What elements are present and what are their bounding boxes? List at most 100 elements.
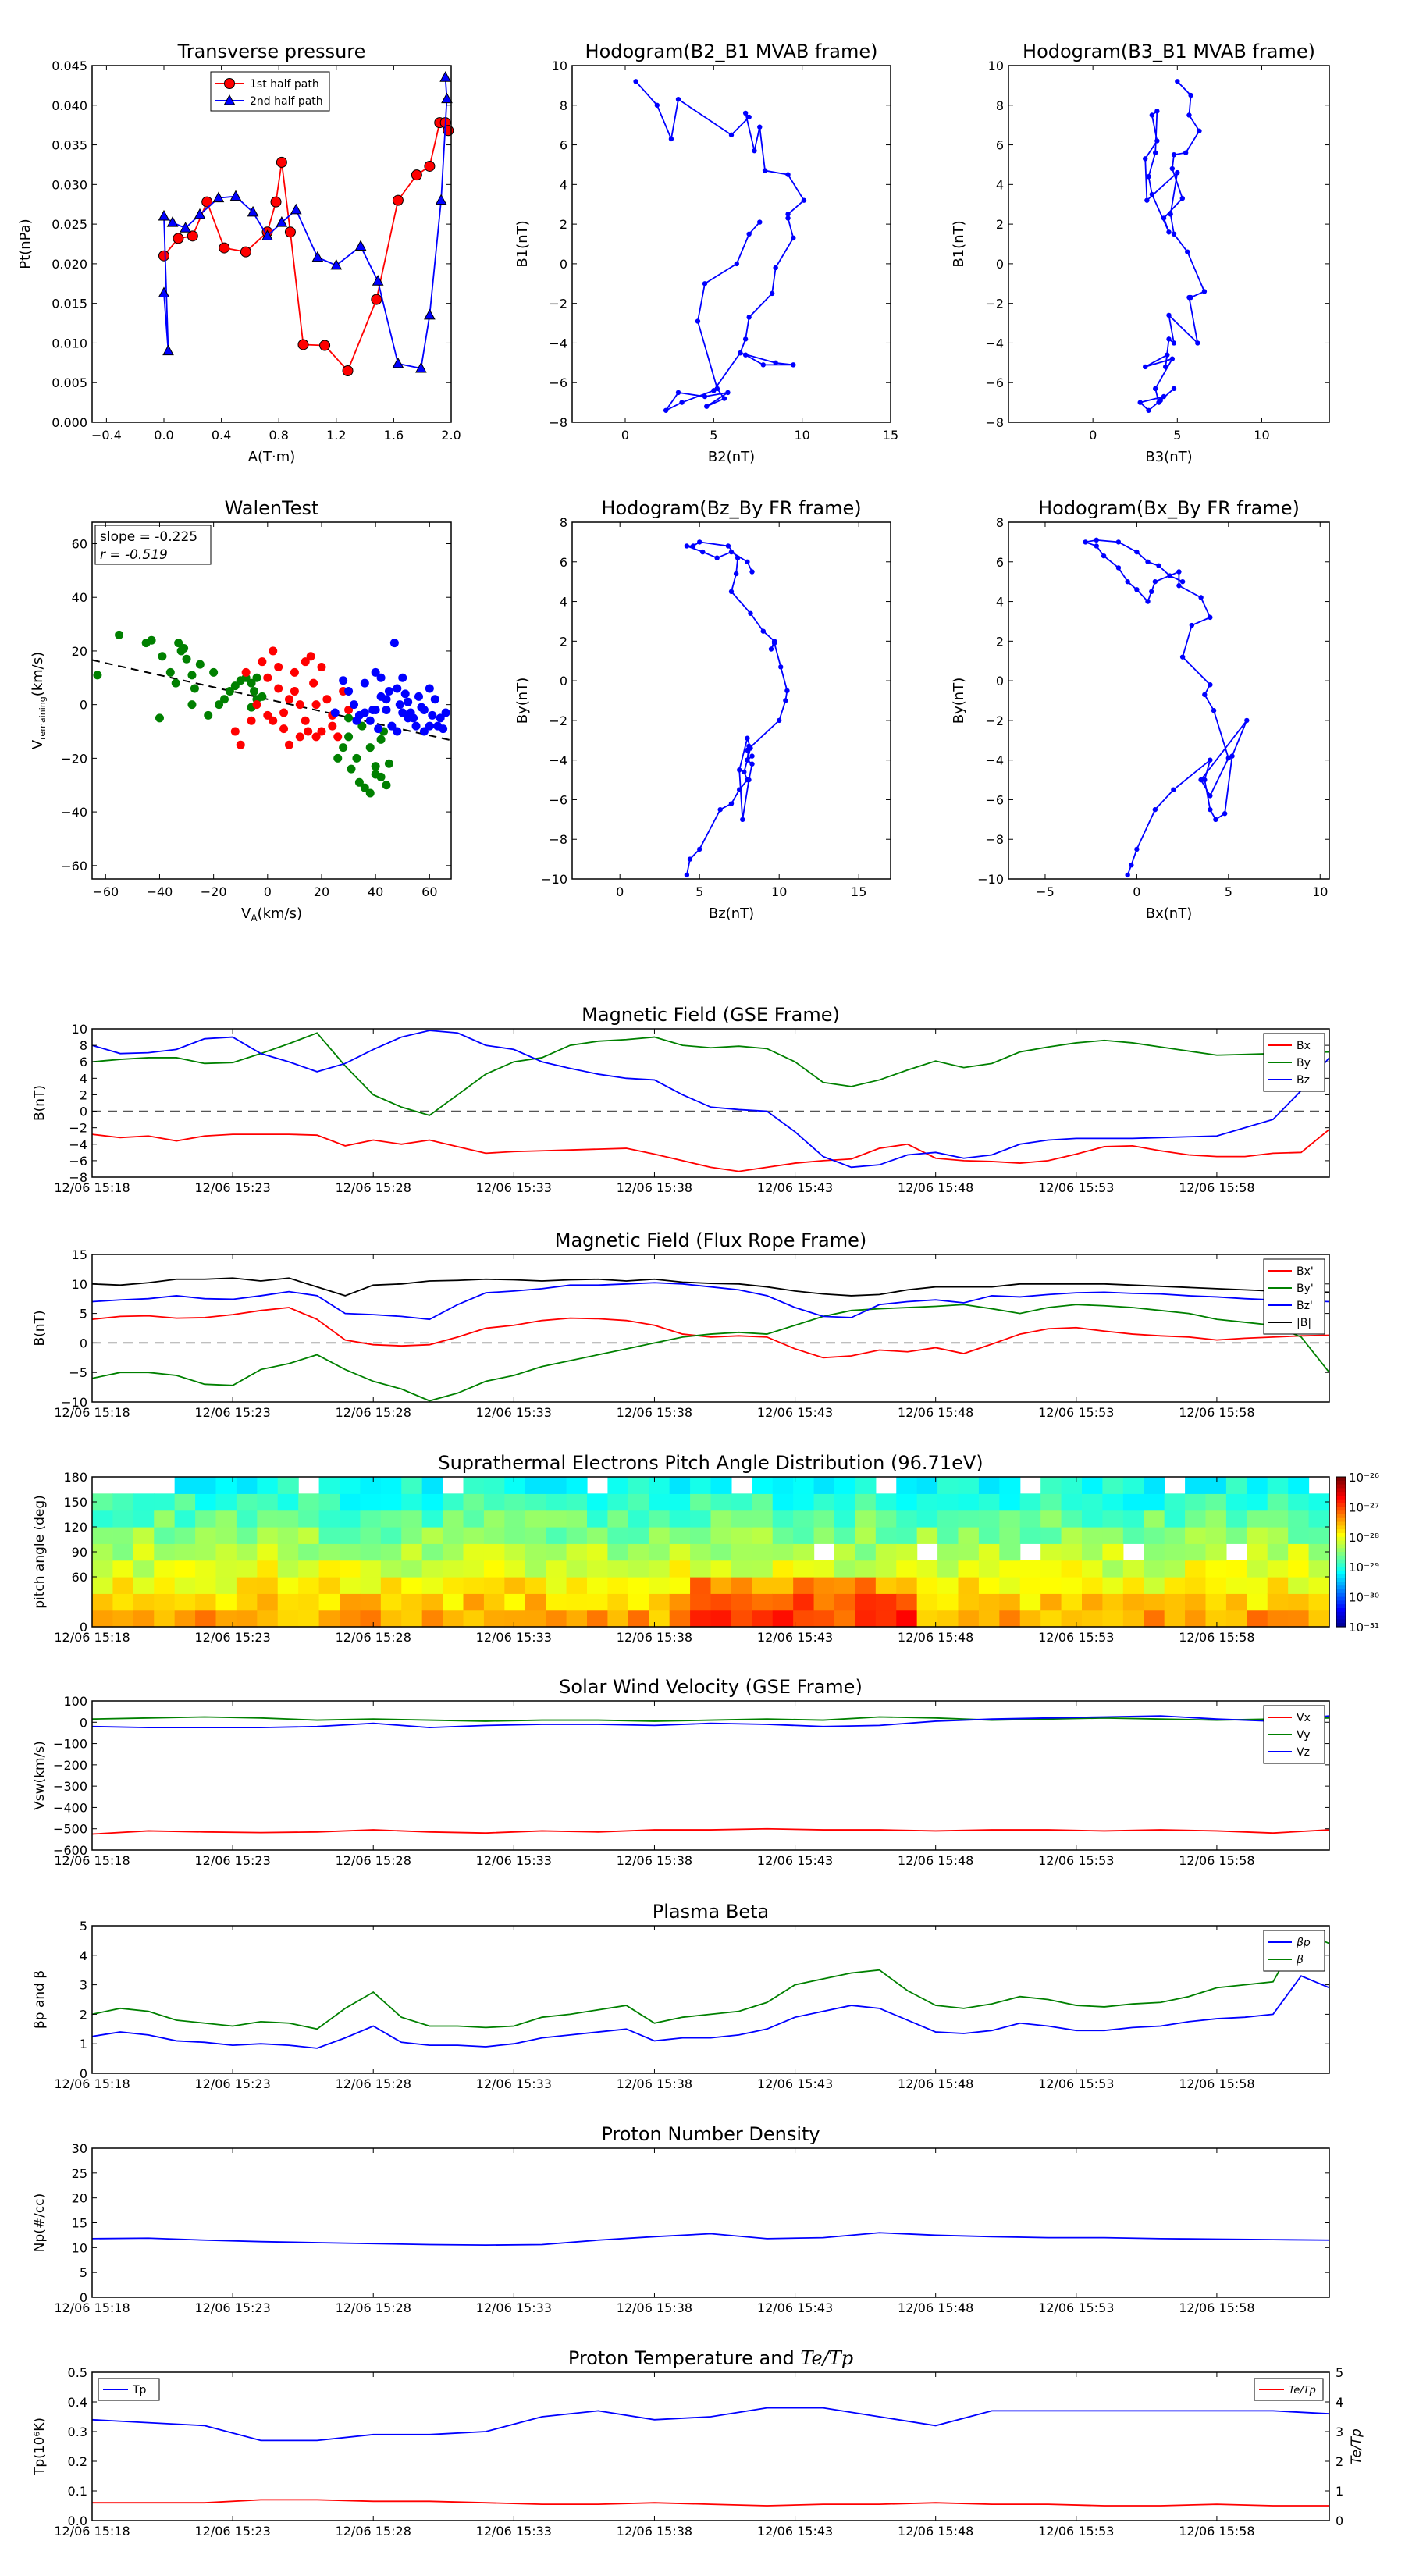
- data-point: [439, 71, 451, 82]
- y-tick-label: −6: [69, 1154, 87, 1169]
- colorbar-step: [1336, 1503, 1346, 1507]
- data-point: [737, 787, 742, 792]
- colorbar-step: [1336, 1623, 1346, 1628]
- legend: 1st half path 2nd half path: [210, 71, 330, 112]
- data-point: [365, 743, 375, 753]
- heatmap-cell: [195, 1527, 217, 1544]
- y-tick-label: −2: [985, 297, 1004, 311]
- colorbar-step: [1336, 1578, 1346, 1582]
- x-tick-label: 12/06 15:18: [54, 2524, 130, 2539]
- data-point: [252, 673, 261, 682]
- data-point: [339, 676, 348, 685]
- heatmap-cell: [937, 1577, 959, 1594]
- heatmap-cell: [896, 1577, 918, 1594]
- heatmap-cell: [257, 1543, 279, 1561]
- y-tick-label: 4: [80, 1071, 87, 1086]
- heatmap-cell: [834, 1560, 856, 1578]
- heatmap-cell: [772, 1527, 794, 1544]
- data-point: [344, 706, 354, 715]
- data-point: [319, 340, 331, 351]
- heatmap-cell: [1102, 1527, 1124, 1544]
- chart-title: Hodogram(Bz_By FR frame): [601, 497, 861, 519]
- heatmap-cell: [937, 1527, 959, 1544]
- heatmap-cell: [834, 1610, 856, 1628]
- data-point: [1143, 156, 1148, 162]
- heatmap-cell: [896, 1493, 918, 1511]
- data-point: [215, 700, 224, 710]
- data-point: [1186, 112, 1192, 118]
- heatmap-cell: [422, 1477, 443, 1494]
- legend-label: Tp: [132, 2384, 147, 2396]
- heatmap-cell: [360, 1610, 382, 1628]
- y-tick-label: −8: [549, 415, 567, 430]
- heatmap-cell: [401, 1527, 423, 1544]
- data-point: [187, 671, 197, 680]
- data-point: [1225, 755, 1232, 761]
- heatmap-cell: [1082, 1527, 1104, 1544]
- data-point: [419, 727, 429, 736]
- heatmap-cell: [298, 1493, 320, 1511]
- heatmap-cell: [401, 1593, 423, 1611]
- data-point: [425, 721, 434, 731]
- heatmap-cell: [999, 1560, 1021, 1578]
- x-tick-label: 12/06 15:43: [757, 1180, 833, 1195]
- heatmap-cell: [1288, 1593, 1310, 1611]
- heatmap-cell: [875, 1527, 897, 1544]
- legend-label: Bx': [1297, 1265, 1314, 1278]
- heatmap-cell: [669, 1560, 691, 1578]
- legend-label: β: [1296, 1954, 1304, 1966]
- data-point: [1176, 569, 1182, 575]
- series-line-p: [91, 1975, 1330, 2049]
- heatmap-cell: [1308, 1493, 1330, 1511]
- heatmap-cell: [1144, 1527, 1165, 1544]
- heatmap-cell: [422, 1493, 443, 1511]
- heatmap-cell: [1122, 1577, 1144, 1594]
- heatmap-cell: [937, 1560, 959, 1578]
- data-point: [773, 265, 778, 271]
- heatmap-cell: [154, 1527, 176, 1544]
- heatmap-cell: [483, 1493, 505, 1511]
- heatmap-cell: [1308, 1560, 1330, 1578]
- heatmap-cell: [896, 1593, 918, 1611]
- heatmap-cell: [298, 1560, 320, 1578]
- heatmap-cell: [215, 1527, 237, 1544]
- y-tick-label: −2: [69, 1121, 87, 1136]
- data-point: [158, 250, 169, 262]
- heatmap-cell: [112, 1577, 134, 1594]
- heatmap-cell: [133, 1610, 155, 1628]
- heatmap-cell: [1247, 1510, 1268, 1528]
- heatmap-cell: [958, 1493, 980, 1511]
- data-point: [290, 667, 299, 677]
- heatmap-cell: [731, 1560, 752, 1578]
- heatmap-cell: [401, 1477, 423, 1494]
- plot-area: [1137, 79, 1208, 413]
- heatmap-cell: [896, 1610, 918, 1628]
- heatmap-cell: [669, 1527, 691, 1544]
- heatmap-cell: [690, 1593, 712, 1611]
- heatmap-cell: [133, 1510, 155, 1528]
- heatmap-cell: [772, 1593, 794, 1611]
- heatmap-cell: [463, 1593, 485, 1611]
- data-point: [684, 872, 690, 878]
- data-point: [274, 684, 283, 693]
- heatmap-cell: [318, 1527, 340, 1544]
- data-point: [304, 727, 313, 736]
- heatmap-cell: [1082, 1593, 1104, 1611]
- data-point: [687, 856, 693, 862]
- colorbar-step: [1336, 1596, 1346, 1601]
- stats-box: slope = -0.225 r = -0.519: [94, 525, 212, 565]
- heatmap-cell: [999, 1593, 1021, 1611]
- legend-label: By: [1297, 1057, 1311, 1069]
- heatmap-cell: [607, 1543, 629, 1561]
- legend-label: Te/Tp: [1289, 2385, 1316, 2396]
- chart-h1: Hodogram(B2_B1 MVAB frame) 0 5 10 15 −8 −6 −4 −2…: [514, 41, 898, 465]
- heatmap-cell: [112, 1510, 134, 1528]
- heatmap-cell: [1144, 1493, 1165, 1511]
- heatmap-cell: [277, 1493, 299, 1511]
- heatmap-cell: [215, 1577, 237, 1594]
- heatmap-cell: [958, 1577, 980, 1594]
- heatmap-cell: [834, 1477, 856, 1494]
- data-point: [785, 212, 791, 217]
- data-point: [252, 700, 261, 710]
- y-tick-label: 10: [988, 59, 1004, 73]
